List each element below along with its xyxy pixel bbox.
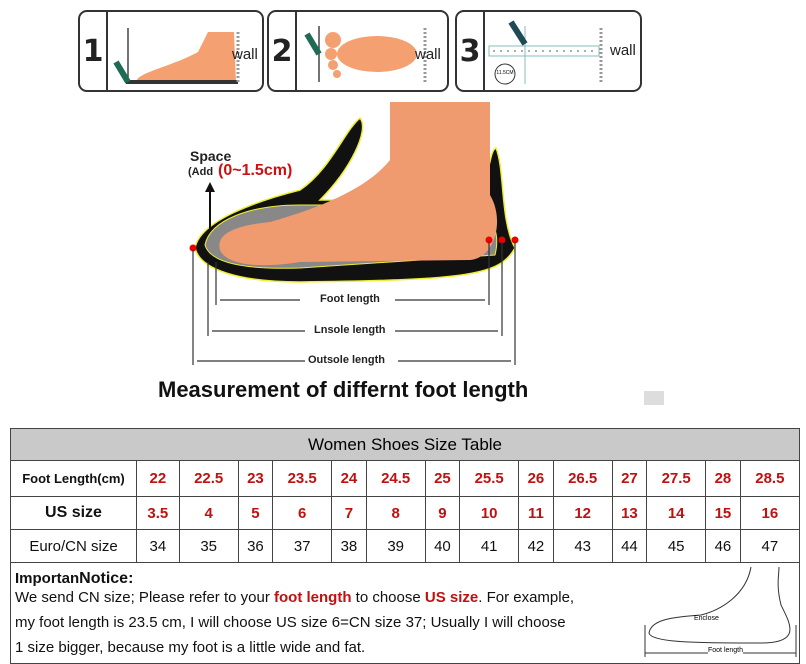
table-cell: 16 (739, 496, 801, 530)
diagram-caption: Measurement of differnt foot length (158, 377, 529, 402)
notice-text: . For example, (478, 589, 575, 606)
step-number: 3 (457, 12, 485, 90)
table-cell: 28.5 (739, 460, 801, 497)
table-cell: 5 (237, 496, 274, 530)
table-cell: 9 (424, 496, 461, 530)
row-header: Euro/CN size (10, 529, 137, 563)
space-add-prefix: (Add (188, 166, 214, 178)
notice-heading-b: Notice: (79, 570, 134, 587)
table-cell: 47 (739, 529, 801, 563)
table-cell: 27 (611, 460, 648, 497)
foot-top-illustration (304, 26, 427, 84)
table-cell: 25.5 (459, 460, 520, 497)
row-header: US size (10, 496, 137, 530)
table-cell: 4 (178, 496, 239, 530)
step-2-panel: 2 wall (267, 10, 449, 92)
sketch-foot-length-label: Foot length (708, 647, 744, 654)
notice-box: ImportanNotice: We send CN size; Please … (10, 562, 800, 664)
table-cell: 43 (552, 529, 613, 563)
table-cell: 46 (705, 529, 741, 563)
step-number: 1 (80, 12, 108, 90)
table-cell: 24.5 (365, 460, 426, 497)
table-cell: 42 (518, 529, 554, 563)
table-cell: 22.5 (178, 460, 239, 497)
sketch-enclose-label: Enclose (694, 615, 719, 622)
table-cell: 3.5 (136, 496, 180, 530)
insole-length-label: Lnsole length (314, 324, 386, 336)
space-label: Space (190, 148, 232, 164)
wall-label: wall (232, 46, 258, 63)
table-cell: 25 (424, 460, 461, 497)
table-cell: 41 (459, 529, 520, 563)
table-cell: 45 (646, 529, 707, 563)
table-cell: 15 (705, 496, 741, 530)
table-cell: 13 (611, 496, 648, 530)
table-cell: 23 (237, 460, 274, 497)
notice-text: to choose (351, 589, 425, 606)
table-cell: 23.5 (272, 460, 333, 497)
table-title: Women Shoes Size Table (10, 428, 800, 461)
table-cell: 34 (136, 529, 180, 563)
ruler-illustration (488, 20, 603, 85)
table-cell: 6 (272, 496, 333, 530)
table-cell: 26 (518, 460, 554, 497)
size-table: Women Shoes Size Table Foot Length(cm) 22… (10, 428, 801, 664)
notice-text: We send CN size; Please refer to your (15, 589, 274, 606)
space-add-value: (0~1.5cm) (218, 162, 293, 179)
wall-label: wall (415, 46, 441, 63)
table-cell: 10 (459, 496, 520, 530)
table-cell: 37 (272, 529, 333, 563)
table-cell: 27.5 (646, 460, 707, 497)
step-1-panel: 1 wall (78, 10, 264, 92)
notice-highlight: US size (424, 589, 479, 606)
notice-heading-a: Importan (15, 570, 80, 587)
table-cell: 35 (178, 529, 239, 563)
table-cell: 44 (611, 529, 648, 563)
table-cell: 40 (424, 529, 461, 563)
table-cell: 26.5 (552, 460, 613, 497)
foot-side-illustration (113, 28, 240, 84)
notice-line-3: 1 size bigger, because my foot is a litt… (15, 639, 366, 656)
table-row-euro-size: Euro/CN size 34 35 36 37 38 39 40 41 42 43 44 45 46 47 (10, 529, 801, 563)
wall-label: wall (610, 42, 636, 59)
artifact-box (644, 391, 664, 405)
table-cell: 22 (136, 460, 180, 497)
table-row-us-size: US size 3.5 4 5 6 7 8 9 10 11 12 13 14 15 16 (10, 496, 801, 530)
step-3-panel: 3 11.5CM wall (455, 10, 642, 92)
foot-sketch-icon (644, 566, 797, 657)
notice-line-2: my foot length is 23.5 cm, I will choose… (15, 614, 566, 631)
table-cell: 38 (331, 529, 367, 563)
table-cell: 11 (518, 496, 554, 530)
table-cell: 28 (705, 460, 741, 497)
table-cell: 14 (646, 496, 707, 530)
table-cell: 39 (365, 529, 426, 563)
foot-illustration (219, 102, 498, 266)
table-cell: 7 (331, 496, 367, 530)
table-cell: 12 (552, 496, 613, 530)
notice-highlight: foot length (274, 589, 352, 606)
table-cell: 24 (331, 460, 367, 497)
shoe-measurement-diagram (189, 102, 519, 365)
table-row-foot-length: Foot Length(cm) 22 22.5 23 23.5 24 24.5 25 25.5 2… (10, 460, 801, 497)
row-header: Foot Length(cm) (10, 460, 137, 497)
foot-length-label: Foot length (320, 293, 380, 305)
table-cell: 8 (365, 496, 426, 530)
measurement-badge: 11.5CM (496, 70, 514, 76)
outsole-length-label: Outsole length (308, 354, 385, 366)
table-cell: 36 (237, 529, 274, 563)
step-number: 2 (269, 12, 297, 90)
